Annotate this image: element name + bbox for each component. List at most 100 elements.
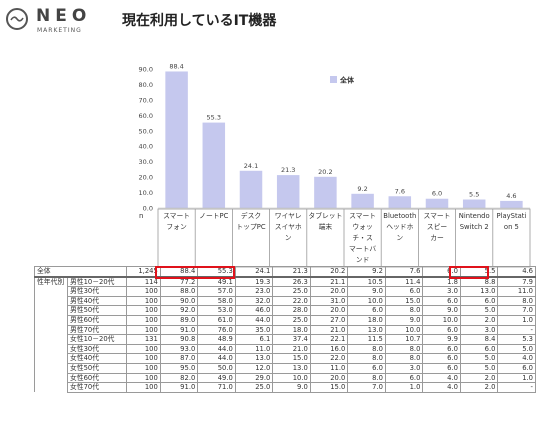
value-cell: - — [497, 324, 536, 336]
value-cell: 20.0 — [309, 305, 349, 316]
bar-value-label: 24.1 — [244, 162, 258, 170]
value-cell: 11.0 — [234, 343, 274, 355]
logo-wave-icon — [6, 8, 28, 30]
row-label: 男性30代 — [66, 286, 127, 297]
value-cell: 77.2 — [159, 276, 199, 288]
value-cell: 20.0 — [309, 286, 349, 297]
table-row: 性年代別 男性10－20代 114 77.2 49.1 19.3 26.3 21.1 10.5 1… — [34, 276, 536, 288]
table-row: 男性70代 100 91.0 76.0 35.0 18.0 21.0 13.0 10.0 6.0 3… — [34, 324, 536, 336]
value-cell: 1.0 — [384, 382, 424, 393]
bar — [276, 175, 300, 208]
bar — [500, 200, 523, 208]
logo-tagline: MARKETING — [37, 27, 82, 34]
value-cell: 4.6 — [497, 265, 536, 278]
value-cell: 71.0 — [197, 382, 236, 393]
n-label: n — [139, 212, 143, 220]
bar-value-label: 4.6 — [506, 192, 516, 200]
category-label: Nintendo — [459, 212, 490, 220]
category-label: トップPC — [236, 223, 265, 231]
group-label — [34, 286, 68, 297]
value-cell: 88.4 — [159, 265, 199, 278]
value-cell: 10.5 — [347, 276, 386, 288]
value-cell: 19.3 — [234, 276, 274, 288]
category-label: チ・ス — [352, 234, 373, 242]
category-label: スイヤホ — [275, 223, 302, 231]
bar-value-label: 20.2 — [318, 168, 332, 176]
bar-value-label: 21.3 — [281, 166, 295, 174]
value-cell: 8.8 — [459, 276, 499, 288]
group-label — [34, 315, 68, 326]
value-cell: 25.0 — [234, 382, 274, 393]
value-cell: 35.0 — [234, 324, 274, 336]
value-cell: 7.9 — [497, 276, 536, 288]
value-cell: 9.2 — [347, 265, 386, 278]
value-cell: 11.0 — [497, 286, 536, 297]
bar-chart: 90.0 80.0 70.0 60.0 50.0 40.0 30.0 20.0 10.0 0.0 8… — [139, 62, 531, 268]
group-label — [34, 373, 68, 383]
value-cell: 7.6 — [384, 265, 424, 278]
category-label: マートバ — [349, 245, 376, 253]
legend-swatch — [330, 76, 337, 83]
bar-value-label: 55.3 — [207, 114, 221, 122]
value-cell: 3.0 — [459, 324, 499, 336]
value-cell: 6.0 — [459, 343, 499, 355]
value-cell: 28.0 — [272, 305, 311, 316]
y-tick-label: 40.0 — [139, 143, 153, 151]
category-label: スピー — [427, 223, 448, 231]
value-cell: 3.0 — [384, 362, 424, 374]
value-cell: 11.0 — [309, 362, 349, 374]
category-label: ヘッドホ — [386, 223, 413, 231]
category-label: 端末 — [319, 222, 333, 231]
table-row: 男性60代 100 89.0 61.0 44.0 25.0 27.0 18.0 9.0 10.0 2… — [34, 314, 536, 326]
value-cell: 8.0 — [497, 295, 536, 307]
category-label: スマート — [163, 212, 190, 220]
category-label: デスク — [241, 211, 261, 220]
table-row: 女性70代 100 91.0 71.0 25.0 9.0 15.0 7.0 1.0 4.0 2.0- — [34, 382, 536, 393]
value-cell: 6.0 — [422, 353, 461, 364]
value-cell: 5.3 — [497, 334, 536, 345]
value-cell: 15.0 — [309, 382, 349, 393]
table-row: 女性10－20代 131 90.8 48.9 6.1 37.4 22.1 11.5 10.7 9.… — [34, 334, 536, 345]
row-label: 男性70代 — [66, 324, 127, 336]
value-cell: 10.0 — [422, 314, 461, 326]
category-label: スマート — [424, 212, 451, 220]
category-label: ノートPC — [199, 212, 228, 220]
y-tick-label: 70.0 — [139, 96, 153, 104]
category-label: ン — [285, 234, 292, 242]
table-row: 全体 1,245 88.4 55.3 24.1 21.3 20.2 9.2 7.6 6.0 5.5 4… — [34, 265, 536, 278]
value-cell: 49.0 — [197, 372, 236, 384]
group-label — [34, 353, 68, 364]
category-label: フォン — [166, 223, 187, 231]
row-label: 女性50代 — [66, 362, 127, 374]
value-cell: 13.0 — [459, 286, 499, 297]
value-cell: 91.0 — [159, 382, 199, 393]
value-cell: 29.0 — [234, 372, 274, 384]
value-cell: 8.0 — [347, 343, 386, 355]
group-label — [34, 305, 68, 316]
value-cell: 89.0 — [159, 314, 199, 326]
row-label: 女性30代 — [66, 343, 127, 355]
row-label: 女性40代 — [66, 353, 127, 364]
y-tick-label: 80.0 — [139, 81, 153, 89]
value-cell: 37.4 — [272, 334, 311, 345]
bar-value-label: 6.0 — [432, 190, 442, 198]
value-cell: 25.0 — [272, 286, 311, 297]
n-cell: 114 — [125, 276, 161, 288]
value-cell: 9.0 — [422, 305, 461, 316]
value-cell: 21.3 — [272, 265, 311, 278]
logo-wordmark: NEO — [36, 6, 92, 26]
y-tick-label: 50.0 — [139, 127, 153, 135]
bar — [425, 198, 449, 208]
n-cell: 100 — [125, 382, 161, 393]
value-cell: 5.5 — [459, 265, 499, 278]
y-tick-label: 90.0 — [139, 66, 153, 74]
category-label: Switch 2 — [460, 223, 489, 231]
y-tick-label: 20.0 — [139, 174, 153, 182]
row-label: 全体 — [34, 265, 127, 278]
bar-value-label: 88.4 — [169, 62, 183, 70]
table-row: 男性30代 100 88.0 57.0 23.0 25.0 20.0 9.0 6.0 3.0 13.… — [34, 286, 536, 297]
value-cell: 6.0 — [422, 295, 461, 307]
value-cell: 31.0 — [309, 295, 349, 307]
value-cell: 9.0 — [384, 314, 424, 326]
value-cell: 9.0 — [347, 286, 386, 297]
